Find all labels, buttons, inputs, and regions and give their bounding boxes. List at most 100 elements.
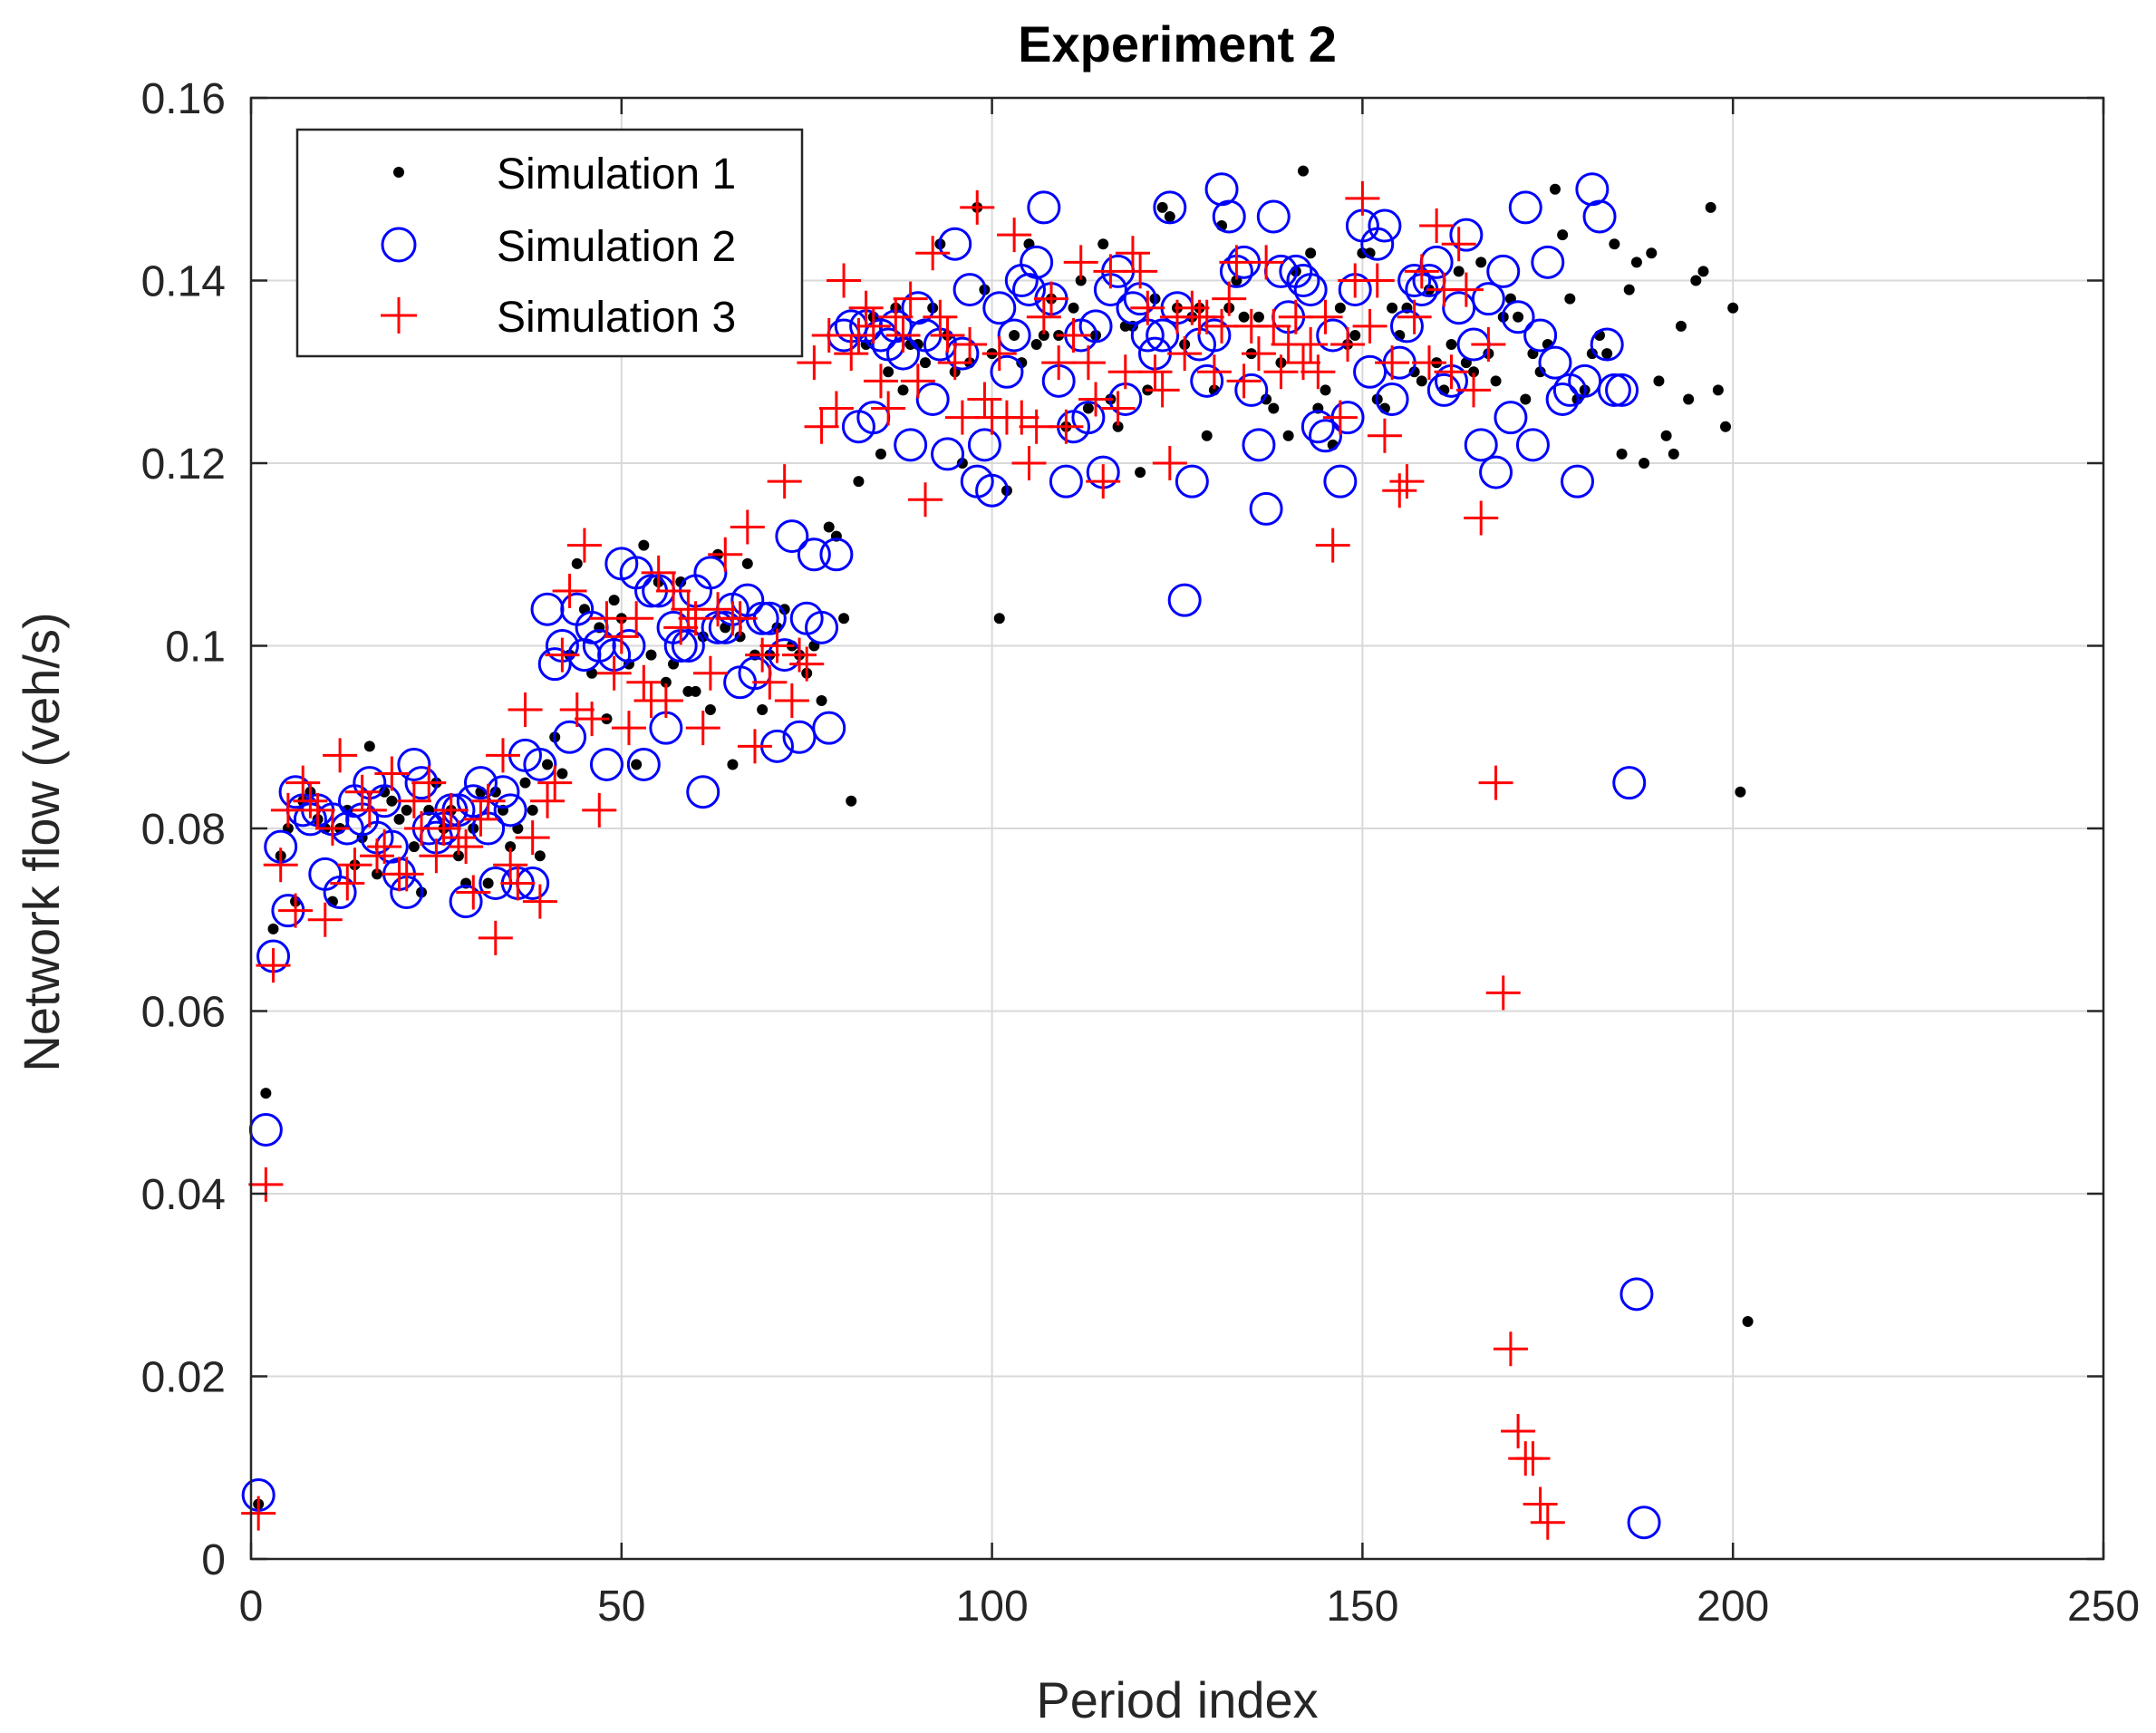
axis-ticks: 0 50 100 150 200 250 0 0.02 0.04 0.06 0.08 0.1 0.12 0… <box>141 75 2140 1631</box>
y-tick-label: 0.16 <box>141 75 226 123</box>
data-point-dot <box>823 521 835 533</box>
legend-marker-dot <box>393 167 404 178</box>
data-point-dot <box>1282 430 1294 441</box>
data-point-circle <box>537 647 572 682</box>
data-point-plus <box>1241 336 1276 372</box>
data-point-plus <box>908 482 943 518</box>
data-point-circle <box>1234 373 1269 407</box>
data-point-plus <box>871 391 906 426</box>
legend: Simulation 1 Simulation 2 Simulation 3 <box>295 128 804 358</box>
data-point-plus <box>575 702 610 737</box>
data-point-plus <box>1285 345 1320 381</box>
data-point-plus <box>433 792 469 828</box>
data-point-plus <box>1456 373 1492 408</box>
data-point-plus <box>1263 354 1299 390</box>
data-point-plus <box>456 875 491 910</box>
data-point-dot <box>1601 348 1613 360</box>
legend-label-simulation-2: Simulation 2 <box>497 223 736 271</box>
data-point-plus <box>241 1496 276 1531</box>
data-point-circle <box>894 428 928 462</box>
data-point-dot <box>638 539 650 551</box>
data-point-circle <box>1568 363 1602 398</box>
data-point-dot <box>690 685 701 697</box>
data-point-dot <box>1305 247 1317 259</box>
data-point-plus <box>1300 354 1336 390</box>
data-point-plus <box>263 847 298 883</box>
data-point-circle <box>1531 245 1565 279</box>
data-point-circle <box>982 291 1017 325</box>
data-point-plus <box>1382 473 1417 508</box>
data-point-circle <box>931 437 965 471</box>
data-point-plus <box>1330 327 1366 363</box>
data-point-circle <box>1605 373 1639 407</box>
data-point-dot <box>727 759 739 770</box>
data-point-dot <box>542 759 554 770</box>
y-tick-label: 0.08 <box>141 806 226 854</box>
data-point-plus <box>1152 446 1187 480</box>
data-point-plus <box>1389 464 1425 499</box>
y-tick-label: 0.1 <box>165 624 226 672</box>
data-point-dot <box>556 768 568 779</box>
data-point-plus <box>1115 236 1150 271</box>
data-point-plus <box>1107 354 1143 390</box>
x-axis-label: Period index <box>1036 1671 1318 1728</box>
data-point-dot <box>816 694 827 706</box>
data-point-plus <box>337 847 372 883</box>
data-point-circle <box>1389 309 1424 344</box>
data-point-plus <box>1293 327 1329 363</box>
y-axis-label: Network flow (veh/s) <box>13 612 70 1071</box>
data-point-plus <box>1130 290 1165 325</box>
data-point-plus <box>1086 464 1121 499</box>
data-point-plus <box>774 683 809 718</box>
data-point-plus <box>589 601 624 636</box>
data-point-plus <box>604 619 639 654</box>
data-point-plus <box>811 317 846 353</box>
data-point-plus <box>478 920 513 955</box>
data-point-circle <box>775 519 809 554</box>
data-point-circle <box>782 720 817 754</box>
data-point-circle <box>1442 291 1476 325</box>
data-point-dot <box>645 649 657 661</box>
data-point-dot <box>697 631 709 643</box>
data-point-plus <box>1041 345 1077 381</box>
data-point-dot <box>1646 247 1658 259</box>
data-point-plus <box>900 363 935 399</box>
legend-label-simulation-3: Simulation 3 <box>497 294 736 342</box>
data-point-dot <box>1349 329 1361 341</box>
data-point-dot <box>260 1088 272 1099</box>
data-point-circle <box>938 227 972 261</box>
data-point-dot <box>1735 786 1746 798</box>
y-tick-label: 0.04 <box>141 1171 226 1219</box>
data-point-dot <box>401 804 412 816</box>
data-point-plus <box>1256 308 1291 344</box>
data-point-dot <box>1097 238 1109 250</box>
data-point-dot <box>741 557 753 569</box>
data-point-plus <box>559 692 595 728</box>
data-point-plus <box>1359 263 1395 298</box>
data-point-plus <box>552 574 587 609</box>
data-point-plus <box>493 847 528 883</box>
data-point-plus <box>1212 281 1247 316</box>
data-point-plus <box>1219 245 1254 280</box>
data-point-plus <box>678 601 713 636</box>
data-point-dot <box>1675 320 1687 332</box>
data-point-plus <box>485 738 520 773</box>
data-point-plus <box>1100 391 1136 426</box>
data-point-circle <box>1323 464 1358 499</box>
data-point-plus <box>960 189 995 225</box>
data-point-dot <box>1513 311 1524 323</box>
data-point-dot <box>883 366 894 378</box>
data-point-circle <box>1249 491 1283 526</box>
y-tick-label: 0.06 <box>141 989 226 1037</box>
data-point-plus <box>596 655 632 691</box>
data-point-plus <box>374 756 410 791</box>
data-point-plus <box>1204 308 1240 344</box>
data-point-dot <box>1653 375 1665 387</box>
data-point-circle <box>1309 419 1343 453</box>
data-point-plus <box>834 336 869 372</box>
data-point-plus <box>1078 382 1114 417</box>
data-point-plus <box>656 574 691 609</box>
data-point-circle <box>612 629 646 663</box>
data-point-plus <box>759 628 795 663</box>
data-point-dot <box>1164 210 1175 222</box>
